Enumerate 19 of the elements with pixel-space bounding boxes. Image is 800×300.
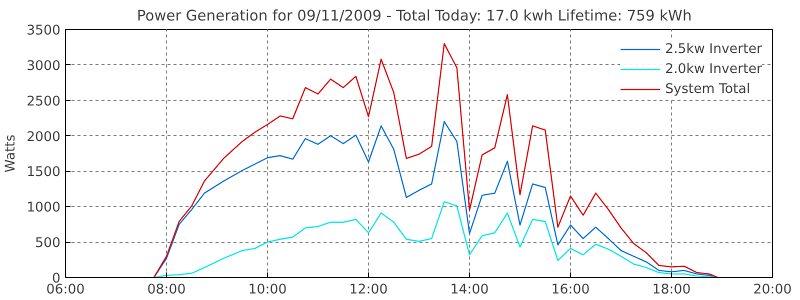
chart-title: Power Generation for 09/11/2009 - Total Today: 17.0 kwh Lifetime: 759 kWh: [136, 8, 692, 24]
y-tick-label: 500: [35, 236, 61, 252]
y-tick-label: 2000: [26, 130, 61, 145]
legend-label: 2.0kw Inverter: [665, 62, 762, 76]
legend-label: 2.5kw Inverter: [665, 42, 762, 56]
x-tick-label: 16:00: [551, 282, 590, 298]
x-tick-label: 12:00: [349, 282, 388, 298]
x-tick-label: 20:00: [753, 282, 792, 298]
x-tick-label: 08:00: [147, 282, 186, 298]
y-tick-label: 3000: [26, 58, 61, 74]
y-tick-label: 1500: [26, 165, 61, 180]
x-tick-label: 18:00: [652, 282, 691, 298]
x-tick-label: 14:00: [450, 282, 489, 298]
y-tick-label: 1000: [26, 200, 61, 216]
x-tick-label: 10:00: [248, 282, 287, 298]
y-tick-label: 3500: [26, 24, 61, 38]
y-axis-title: Watts: [4, 134, 19, 172]
legend-label: System Total: [665, 82, 750, 96]
y-tick-label: 2500: [26, 94, 61, 110]
